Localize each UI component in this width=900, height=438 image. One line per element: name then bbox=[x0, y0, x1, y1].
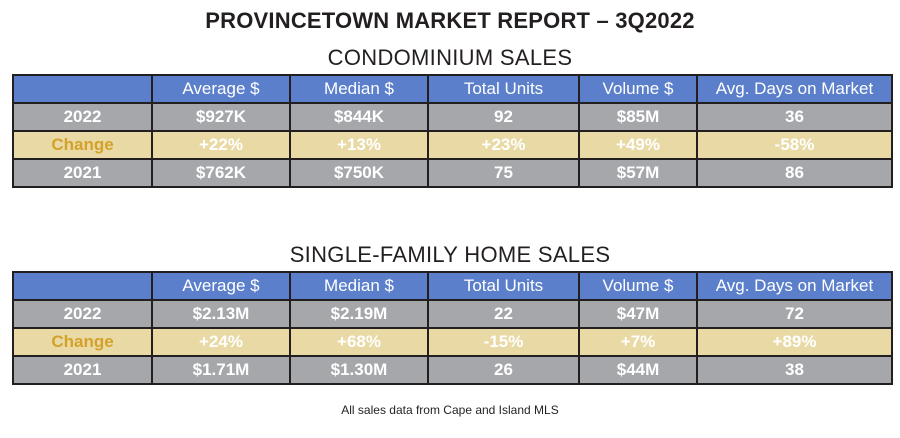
single-family-sales-table: Average $ Median $ Total Units Volume $ … bbox=[12, 271, 893, 385]
table-cell: $844K bbox=[289, 102, 429, 132]
column-header: Avg. Days on Market bbox=[696, 271, 893, 301]
table-cell: $47M bbox=[578, 299, 698, 329]
table-cell: +22% bbox=[151, 130, 291, 160]
table-cell: 86 bbox=[696, 158, 893, 188]
table-cell: 22 bbox=[427, 299, 580, 329]
header-blank-cell bbox=[12, 271, 153, 301]
single-family-section-heading: SINGLE-FAMILY HOME SALES bbox=[289, 242, 611, 267]
column-header: Average $ bbox=[151, 271, 291, 301]
column-header: Volume $ bbox=[578, 271, 698, 301]
column-header: Median $ bbox=[289, 74, 429, 104]
table-cell: $2.19M bbox=[289, 299, 429, 329]
table-cell: +89% bbox=[696, 327, 893, 357]
table-row: Change +22% +13% +23% +49% -58% bbox=[12, 130, 893, 160]
column-header: Volume $ bbox=[578, 74, 698, 104]
table-cell: +24% bbox=[151, 327, 291, 357]
column-header: Total Units bbox=[427, 74, 580, 104]
table-cell: 92 bbox=[427, 102, 580, 132]
row-label: 2022 bbox=[12, 102, 153, 132]
table-cell: 72 bbox=[696, 299, 893, 329]
table-cell: $750K bbox=[289, 158, 429, 188]
row-label: Change bbox=[12, 327, 153, 357]
table-header-row: Average $ Median $ Total Units Volume $ … bbox=[12, 271, 893, 301]
table-cell: $1.71M bbox=[151, 355, 291, 385]
header-blank-cell bbox=[12, 74, 153, 104]
table-cell: 38 bbox=[696, 355, 893, 385]
row-label: 2022 bbox=[12, 299, 153, 329]
table-cell: 26 bbox=[427, 355, 580, 385]
column-header: Average $ bbox=[151, 74, 291, 104]
table-cell: $1.30M bbox=[289, 355, 429, 385]
table-cell: +68% bbox=[289, 327, 429, 357]
table-cell: $927K bbox=[151, 102, 291, 132]
column-header: Avg. Days on Market bbox=[696, 74, 893, 104]
table-cell: 36 bbox=[696, 102, 893, 132]
table-header-row: Average $ Median $ Total Units Volume $ … bbox=[12, 74, 893, 104]
row-label: 2021 bbox=[12, 158, 153, 188]
table-row: 2022 $927K $844K 92 $85M 36 bbox=[12, 102, 893, 132]
column-header: Total Units bbox=[427, 271, 580, 301]
condo-sales-table: Average $ Median $ Total Units Volume $ … bbox=[12, 74, 893, 188]
table-cell: 75 bbox=[427, 158, 580, 188]
table-cell: +23% bbox=[427, 130, 580, 160]
table-cell: -15% bbox=[427, 327, 580, 357]
table-cell: $85M bbox=[578, 102, 698, 132]
row-label: Change bbox=[12, 130, 153, 160]
table-cell: $762K bbox=[151, 158, 291, 188]
source-footnote: All sales data from Cape and Island MLS bbox=[341, 403, 559, 417]
table-row: 2021 $762K $750K 75 $57M 86 bbox=[12, 158, 893, 188]
table-row: 2021 $1.71M $1.30M 26 $44M 38 bbox=[12, 355, 893, 385]
table-row: Change +24% +68% -15% +7% +89% bbox=[12, 327, 893, 357]
report-title: PROVINCETOWN MARKET REPORT – 3Q2022 bbox=[205, 8, 695, 33]
table-cell: -58% bbox=[696, 130, 893, 160]
table-cell: +7% bbox=[578, 327, 698, 357]
condo-section-heading: CONDOMINIUM SALES bbox=[327, 45, 573, 70]
table-cell: $57M bbox=[578, 158, 698, 188]
column-header: Median $ bbox=[289, 271, 429, 301]
table-row: 2022 $2.13M $2.19M 22 $47M 72 bbox=[12, 299, 893, 329]
table-cell: +49% bbox=[578, 130, 698, 160]
table-cell: +13% bbox=[289, 130, 429, 160]
table-cell: $2.13M bbox=[151, 299, 291, 329]
table-cell: $44M bbox=[578, 355, 698, 385]
row-label: 2021 bbox=[12, 355, 153, 385]
